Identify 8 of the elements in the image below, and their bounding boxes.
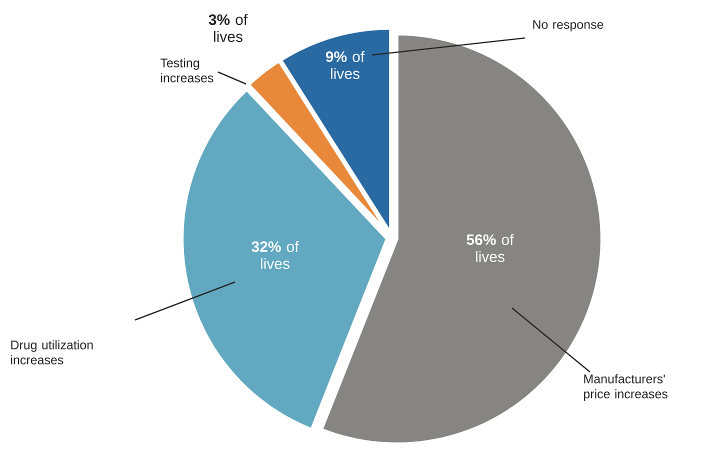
slice-label: Drug utilization increases	[11, 340, 93, 364]
slice-label: Manufacturers' price increases	[584, 374, 668, 401]
data-label: 3% of lives	[208, 14, 248, 42]
data-label: 56% of lives	[466, 234, 514, 262]
slice-label: No response	[533, 20, 604, 32]
data-label: 32% of lives	[252, 241, 299, 269]
slice-label: Testing increases	[160, 58, 214, 82]
data-label: 9% of lives	[326, 51, 365, 79]
